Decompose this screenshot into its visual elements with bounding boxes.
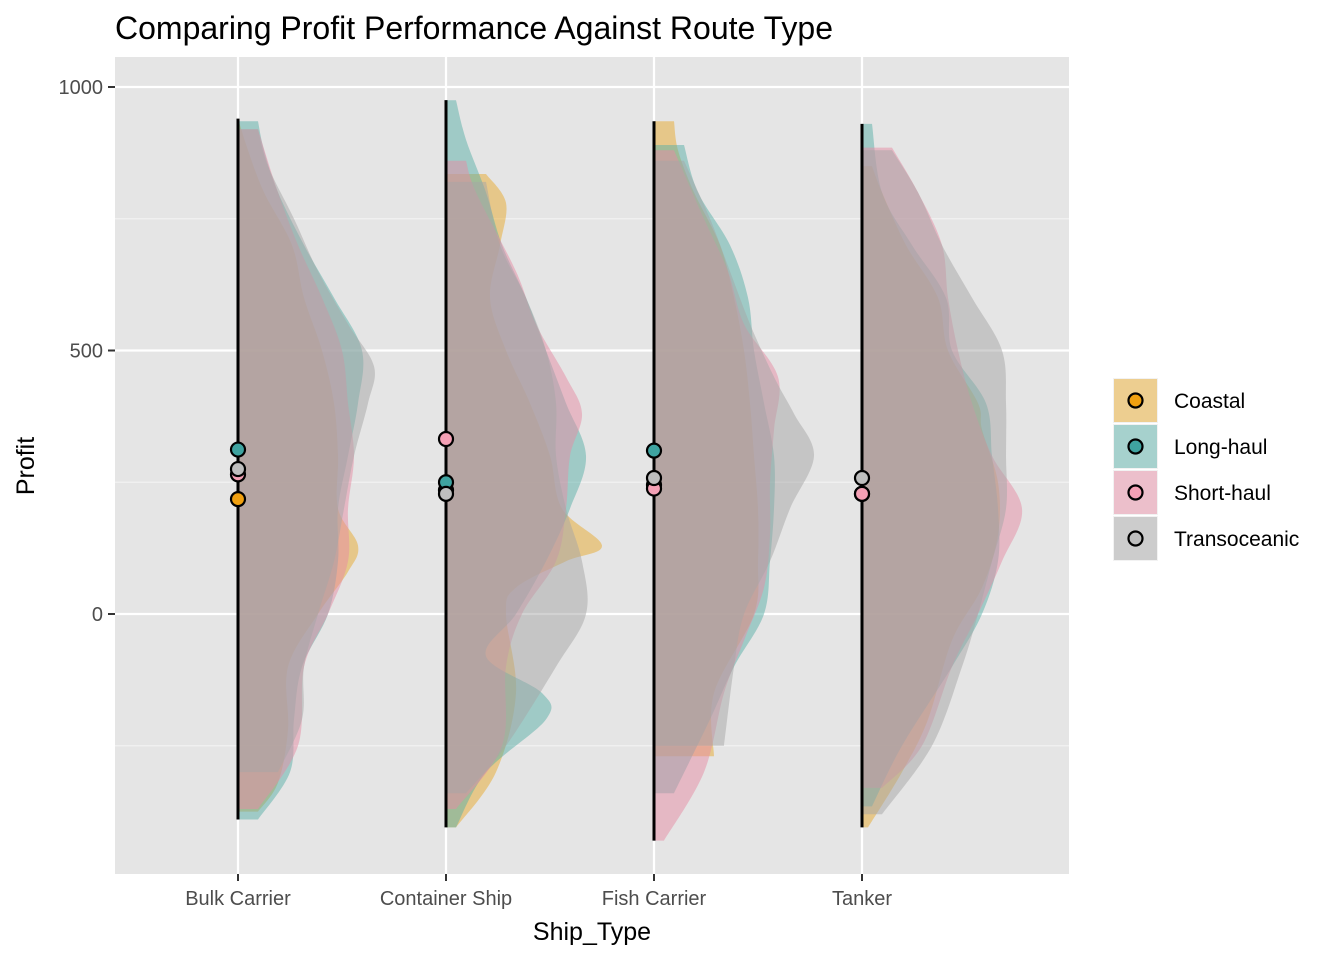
legend-key-point-1 (1127, 438, 1144, 455)
violin-transoceanic-2 (654, 160, 815, 746)
x-axis: Bulk Carrier Container Ship Fish Carrier Ta… (185, 874, 892, 910)
legend: Coastal Long-haul Short-haul Transoceanic (1113, 378, 1299, 561)
y-axis: 0 500 1000 (59, 77, 115, 626)
legend-key-point-2 (1127, 484, 1144, 501)
legend-key-point-0 (1127, 392, 1144, 409)
legend-label-0: Coastal (1174, 390, 1245, 413)
median-point-long-haul-0 (229, 441, 247, 458)
x-tick-label-1: Container Ship (380, 888, 512, 910)
violin-layer (238, 100, 1023, 841)
y-axis-title: Profit (12, 437, 40, 495)
median-point-short-haul-3 (853, 485, 871, 502)
y-tick-label-2: 1000 (59, 77, 104, 99)
violin-transoceanic-0 (238, 129, 375, 773)
median-point-transoceanic-2 (645, 469, 663, 487)
y-tick-label-1: 500 (70, 341, 103, 363)
legend-label-3: Transoceanic (1174, 528, 1299, 551)
median-point-transoceanic-3 (853, 469, 871, 487)
chart-title: Comparing Profit Performance Against Rou… (115, 10, 833, 46)
y-tick-label-0: 0 (92, 604, 103, 626)
legend-label-1: Long-haul (1174, 436, 1267, 459)
median-point-transoceanic-1 (437, 485, 455, 502)
legend-key-point-3 (1127, 530, 1144, 547)
violin-transoceanic-3 (862, 150, 1008, 815)
x-tick-label-2: Fish Carrier (602, 888, 707, 910)
x-tick-label-3: Tanker (832, 888, 892, 910)
legend-label-2: Short-haul (1174, 482, 1271, 505)
x-axis-title: Ship_Type (533, 918, 651, 946)
median-point-coastal-0 (229, 491, 247, 508)
median-point-long-haul-2 (645, 442, 663, 459)
median-point-transoceanic-0 (229, 460, 247, 478)
median-point-short-haul-1 (437, 430, 455, 448)
median-points (229, 430, 871, 508)
x-tick-label-0: Bulk Carrier (185, 888, 291, 910)
violin-transoceanic-1 (446, 181, 588, 794)
